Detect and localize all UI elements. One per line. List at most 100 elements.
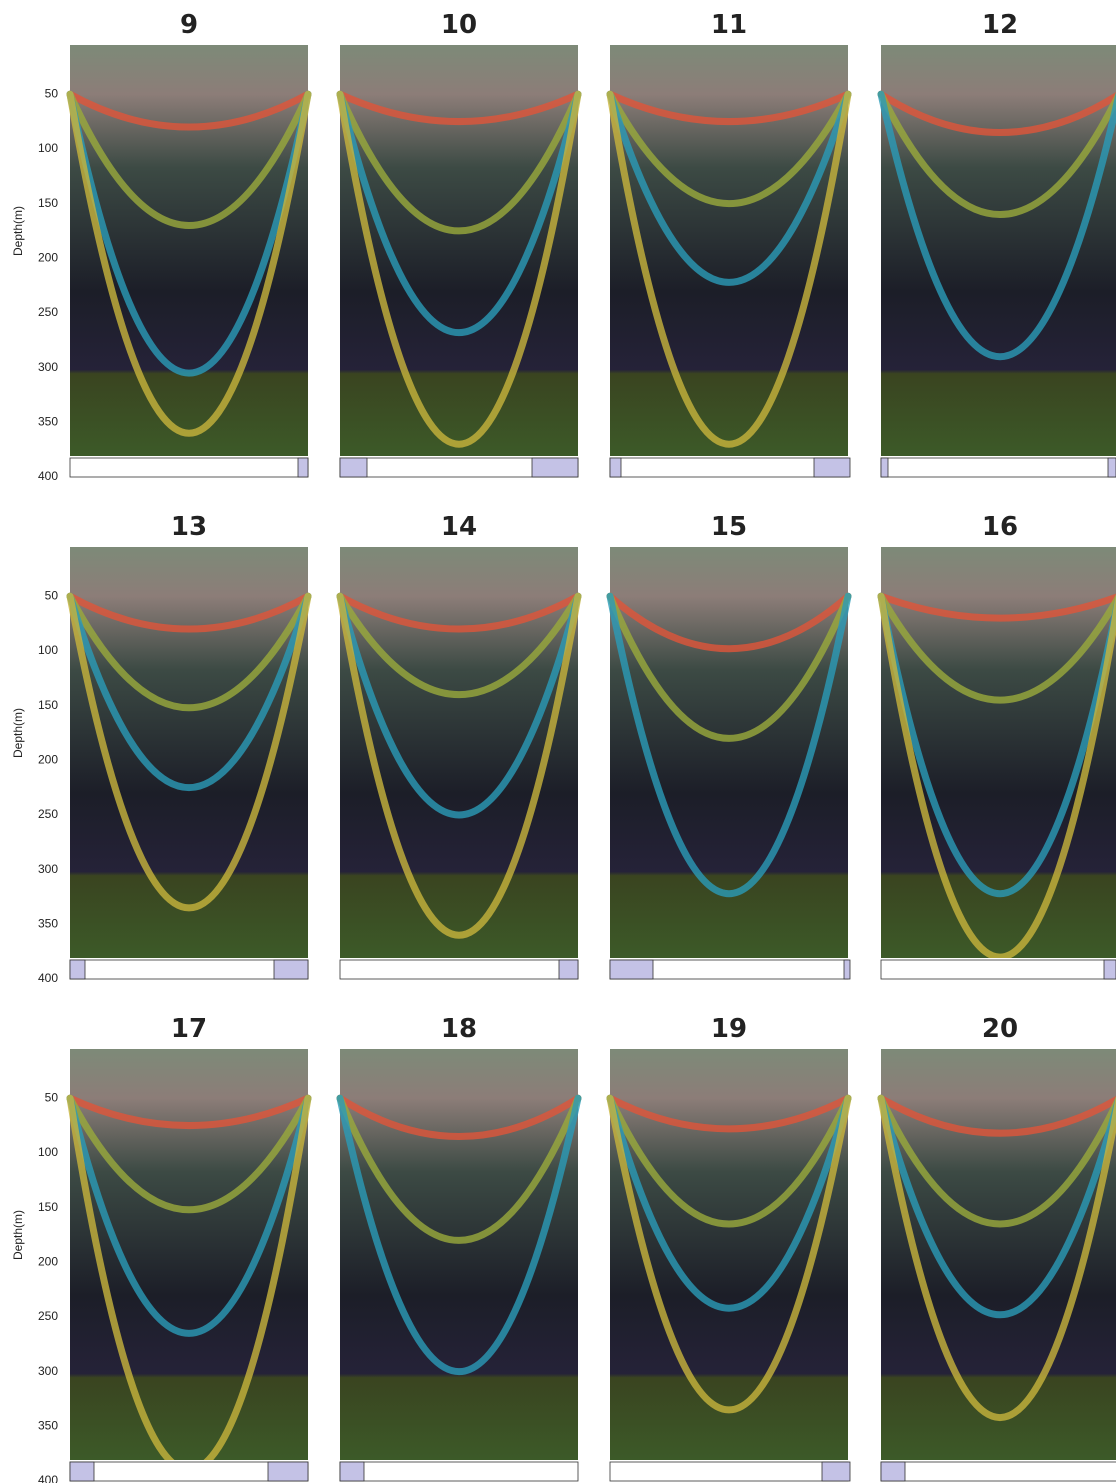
bar-segment <box>880 457 889 478</box>
depth-curve <box>877 90 1116 360</box>
panel: 13 50 100 150 200 250 300 350 400 Depth(m) <box>11 512 312 985</box>
depth-curve <box>66 90 312 437</box>
panel: 17 50 100 150 200 250 300 350 400 Depth(m) <box>11 1014 312 1483</box>
bar-segment <box>609 959 654 980</box>
depth-curve <box>66 1094 312 1460</box>
panel-title: 9 <box>180 10 198 40</box>
curves <box>336 592 582 939</box>
panel-title: 15 <box>711 512 747 542</box>
depth-curve <box>606 592 852 898</box>
y-tick-label: 150 <box>38 1200 58 1214</box>
panel: 9 50 100 150 200 250 300 350 400 Depth(m) <box>11 10 312 483</box>
panel: 15 <box>606 512 852 980</box>
bottom-bar <box>609 457 849 478</box>
panel-title: 18 <box>441 1014 477 1044</box>
bar-segment <box>880 1461 906 1482</box>
y-tick-label: 200 <box>38 250 58 264</box>
panel-title: 16 <box>982 512 1018 542</box>
bar-segment <box>1103 959 1116 980</box>
y-tick-label: 200 <box>38 1254 58 1268</box>
y-tick-label: 150 <box>38 196 58 210</box>
curves <box>606 592 852 898</box>
echogram <box>70 45 308 456</box>
bottom-bar <box>609 1461 849 1482</box>
curves <box>66 90 312 437</box>
bottom-bar <box>69 959 309 980</box>
depth-curve <box>606 592 852 742</box>
bar-segment <box>813 457 851 478</box>
bar-segment <box>558 959 579 980</box>
echogram <box>70 1049 308 1460</box>
panel-title: 13 <box>171 512 207 542</box>
depth-curve <box>606 90 852 126</box>
bottom-bar <box>339 1461 579 1482</box>
depth-curve <box>877 592 1116 704</box>
bar-segment <box>609 457 622 478</box>
depth-curve <box>336 90 582 448</box>
bar-segment <box>297 457 309 478</box>
y-tick-label: 50 <box>45 1090 59 1104</box>
depth-curve <box>66 592 312 791</box>
depth-curve <box>606 90 852 448</box>
panel: 10 <box>336 10 582 478</box>
echogram <box>610 45 848 456</box>
depth-curve <box>877 592 1116 898</box>
depth-curve <box>336 592 582 819</box>
y-tick-label: 300 <box>38 360 58 374</box>
bar-segment <box>531 457 579 478</box>
y-tick-label: 250 <box>38 807 58 821</box>
depth-curve <box>336 90 582 235</box>
y-tick-label: 300 <box>38 1364 58 1378</box>
depth-curve <box>66 90 312 377</box>
depth-curve <box>877 1094 1116 1228</box>
bar-segment <box>273 959 309 980</box>
depth-curve <box>877 592 1116 958</box>
depth-curve <box>606 1094 852 1133</box>
panel-title: 14 <box>441 512 477 542</box>
panel: 11 <box>606 10 852 478</box>
depth-curve <box>606 90 852 286</box>
depth-curve <box>336 1094 582 1375</box>
y-axis-label: Depth(m) <box>11 708 25 758</box>
y-tick-label: 350 <box>38 1418 58 1432</box>
panel-title: 17 <box>171 1014 207 1044</box>
curves <box>877 90 1116 360</box>
depth-curve <box>336 592 582 633</box>
panel: 18 <box>336 1014 582 1482</box>
y-tick-label: 300 <box>38 862 58 876</box>
depth-curve <box>336 90 582 337</box>
depth-curve <box>877 1094 1116 1318</box>
depth-curve <box>66 90 312 229</box>
depth-curve <box>66 592 312 633</box>
depth-curve <box>606 592 852 653</box>
depth-curve <box>877 1094 1116 1137</box>
panel: 12 <box>877 10 1116 478</box>
depth-curve <box>606 1094 852 1312</box>
bar-segment <box>843 959 851 980</box>
depth-curve <box>606 90 852 207</box>
depth-curve <box>606 1094 852 1414</box>
depth-curve <box>336 90 582 126</box>
curves <box>66 592 312 912</box>
bottom-bar <box>339 959 579 980</box>
bar-segment <box>339 1461 365 1482</box>
y-tick-label: 150 <box>38 698 58 712</box>
depth-curve <box>877 90 1116 136</box>
y-tick-label: 350 <box>38 414 58 428</box>
y-tick-label: 100 <box>38 1145 58 1159</box>
echogram <box>340 45 578 456</box>
depth-curve <box>66 1094 312 1130</box>
y-tick-label: 400 <box>38 1473 58 1483</box>
y-tick-label: 100 <box>38 643 58 657</box>
depth-curve <box>66 592 312 712</box>
panel: 19 <box>606 1014 852 1482</box>
panel-title: 11 <box>711 10 747 40</box>
panel: 20 <box>877 1014 1116 1482</box>
y-tick-label: 50 <box>45 86 59 100</box>
depth-curve <box>66 90 312 131</box>
curves <box>66 1094 312 1460</box>
curves <box>336 90 582 448</box>
depth-curve <box>606 1094 852 1228</box>
depth-curve <box>336 592 582 699</box>
